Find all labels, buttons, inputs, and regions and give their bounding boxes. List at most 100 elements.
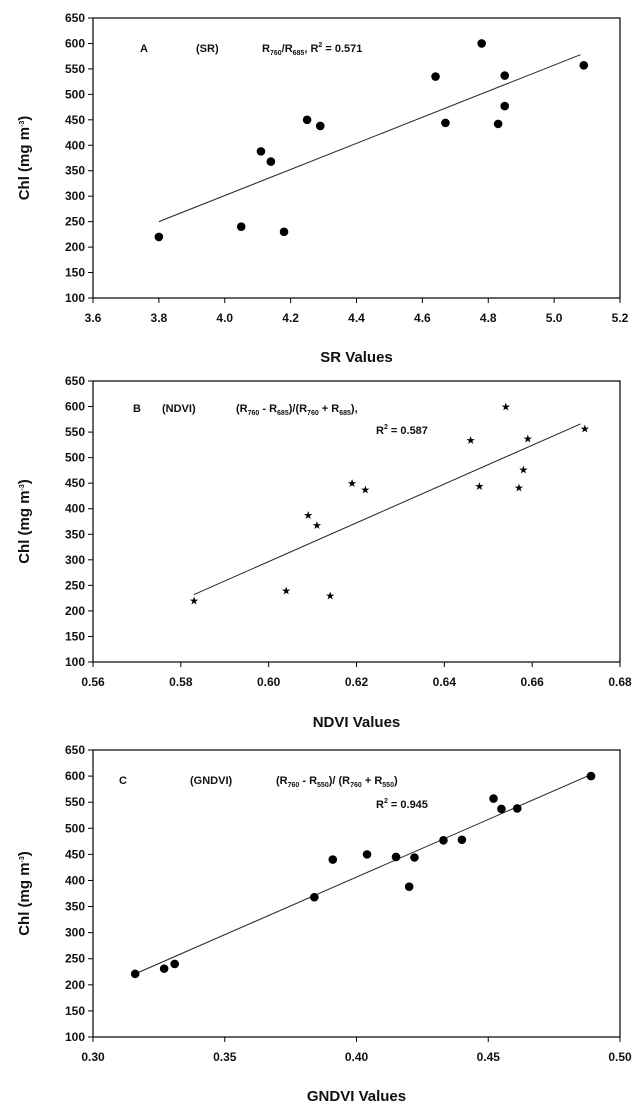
y-tick-label: 500 [65, 87, 85, 101]
x-tick-label: 0.35 [213, 1050, 237, 1064]
data-point [257, 147, 266, 156]
x-tick-label: 5.0 [546, 311, 563, 325]
r-squared: R2 = 0.945 [376, 798, 428, 811]
r-squared-part: = 0.587 [388, 425, 428, 437]
index-formula-part: /R [282, 43, 293, 55]
y-axis-title-part: ) [16, 116, 33, 121]
data-point: ★ [514, 481, 524, 494]
data-point: ★ [325, 590, 335, 603]
index-formula-part: (R [276, 775, 288, 787]
data-point [328, 855, 337, 864]
y-tick-label: 350 [65, 900, 85, 914]
x-tick-label: 3.6 [85, 311, 102, 325]
index-formula-part: + R [319, 403, 340, 415]
data-point [303, 116, 312, 125]
x-tick-label: 0.62 [345, 675, 369, 689]
x-tick-label: 0.58 [169, 675, 193, 689]
r-squared: R2 = 0.587 [376, 424, 428, 437]
y-tick-label: 300 [65, 926, 85, 940]
x-tick-label: 0.30 [81, 1050, 105, 1064]
y-axis-title: Chl (mg m-3) [16, 116, 33, 201]
index-formula-part: 685 [293, 50, 305, 57]
data-point [500, 102, 509, 111]
data-point [500, 71, 509, 80]
y-tick-label: 100 [65, 1030, 85, 1044]
panel-letter: B [133, 403, 141, 415]
index-formula-part: 760 [270, 50, 282, 57]
y-axis-title-part: Chl (mg m [16, 127, 33, 200]
y-tick-label: 500 [65, 451, 85, 465]
data-point: ★ [580, 423, 590, 436]
data-point [513, 804, 522, 813]
panel-b: 100 150 200 250 300 350 400 450 500 550 600 650 0.56… [16, 374, 632, 731]
y-tick-label: 100 [65, 655, 85, 669]
data-point [489, 794, 498, 803]
plot-frame [93, 750, 620, 1037]
index-formula-part: , R [304, 43, 318, 55]
y-tick-label: 500 [65, 821, 85, 835]
data-point: ★ [347, 477, 357, 490]
y-tick-label: 650 [65, 374, 85, 388]
x-tick-label: 0.50 [608, 1050, 632, 1064]
data-point [155, 233, 164, 242]
y-tick-label: 550 [65, 62, 85, 76]
y-axis-title: Chl (mg m-3) [16, 479, 33, 564]
plot-frame [93, 381, 620, 662]
index-formula-part: 550 [382, 782, 394, 789]
x-tick-label: 3.8 [151, 311, 168, 325]
data-point [587, 772, 596, 781]
data-point [170, 960, 179, 969]
y-tick-label: 200 [65, 240, 85, 254]
x-axis-title: SR Values [320, 349, 393, 366]
y-tick-label: 350 [65, 527, 85, 541]
y-tick-label: 150 [65, 1004, 85, 1018]
r-squared-part: R [376, 425, 384, 437]
plot-frame [93, 18, 620, 298]
x-tick-label: 5.2 [612, 311, 629, 325]
y-tick-label: 600 [65, 400, 85, 414]
y-axis-title-part: Chl (mg m [16, 862, 33, 935]
index-formula-part: 685 [339, 410, 351, 417]
y-axis-title: Chl (mg m-3) [16, 851, 33, 936]
index-formula: (R760 - R685)/(R760 + R685), [236, 403, 358, 417]
data-point [363, 850, 372, 859]
x-tick-label: 4.2 [282, 311, 299, 325]
x-tick-label: 0.45 [477, 1050, 501, 1064]
index-formula-part: 760 [288, 782, 300, 789]
index-formula-part: )/ (R [329, 775, 350, 787]
data-point [441, 119, 450, 128]
y-tick-label: 400 [65, 138, 85, 152]
y-tick-label: 450 [65, 847, 85, 861]
x-tick-label: 4.0 [216, 311, 233, 325]
regression-line [194, 424, 580, 595]
y-tick-label: 150 [65, 266, 85, 280]
y-axis-title-part: ) [16, 851, 33, 856]
x-tick-label: 0.60 [257, 675, 281, 689]
x-tick-label: 0.64 [433, 675, 457, 689]
x-tick-label: 0.40 [345, 1050, 369, 1064]
data-point: ★ [360, 483, 370, 496]
data-point [439, 836, 448, 845]
data-point [494, 120, 503, 129]
y-tick-label: 550 [65, 795, 85, 809]
y-tick-label: 200 [65, 604, 85, 618]
regression-line [135, 775, 591, 974]
y-tick-label: 250 [65, 578, 85, 592]
x-tick-label: 4.6 [414, 311, 431, 325]
y-tick-label: 250 [65, 952, 85, 966]
index-name: (SR) [196, 43, 219, 55]
panel-letter: A [140, 43, 148, 55]
y-axis-title-part: ) [16, 479, 33, 484]
index-name: (NDVI) [162, 403, 196, 415]
r-squared-part: R [376, 799, 384, 811]
data-point [410, 853, 419, 862]
index-formula-part: + R [362, 775, 383, 787]
index-formula-part: 760 [350, 782, 362, 789]
index-formula-part: )/(R [289, 403, 307, 415]
data-point [280, 228, 289, 237]
data-point [316, 122, 325, 131]
data-point [392, 853, 401, 862]
panel-c: 100 150 200 250 300 350 400 450 500 550 600 650 0.30… [16, 743, 632, 1105]
index-formula-part: = 0.571 [322, 43, 362, 55]
data-point: ★ [312, 519, 322, 532]
